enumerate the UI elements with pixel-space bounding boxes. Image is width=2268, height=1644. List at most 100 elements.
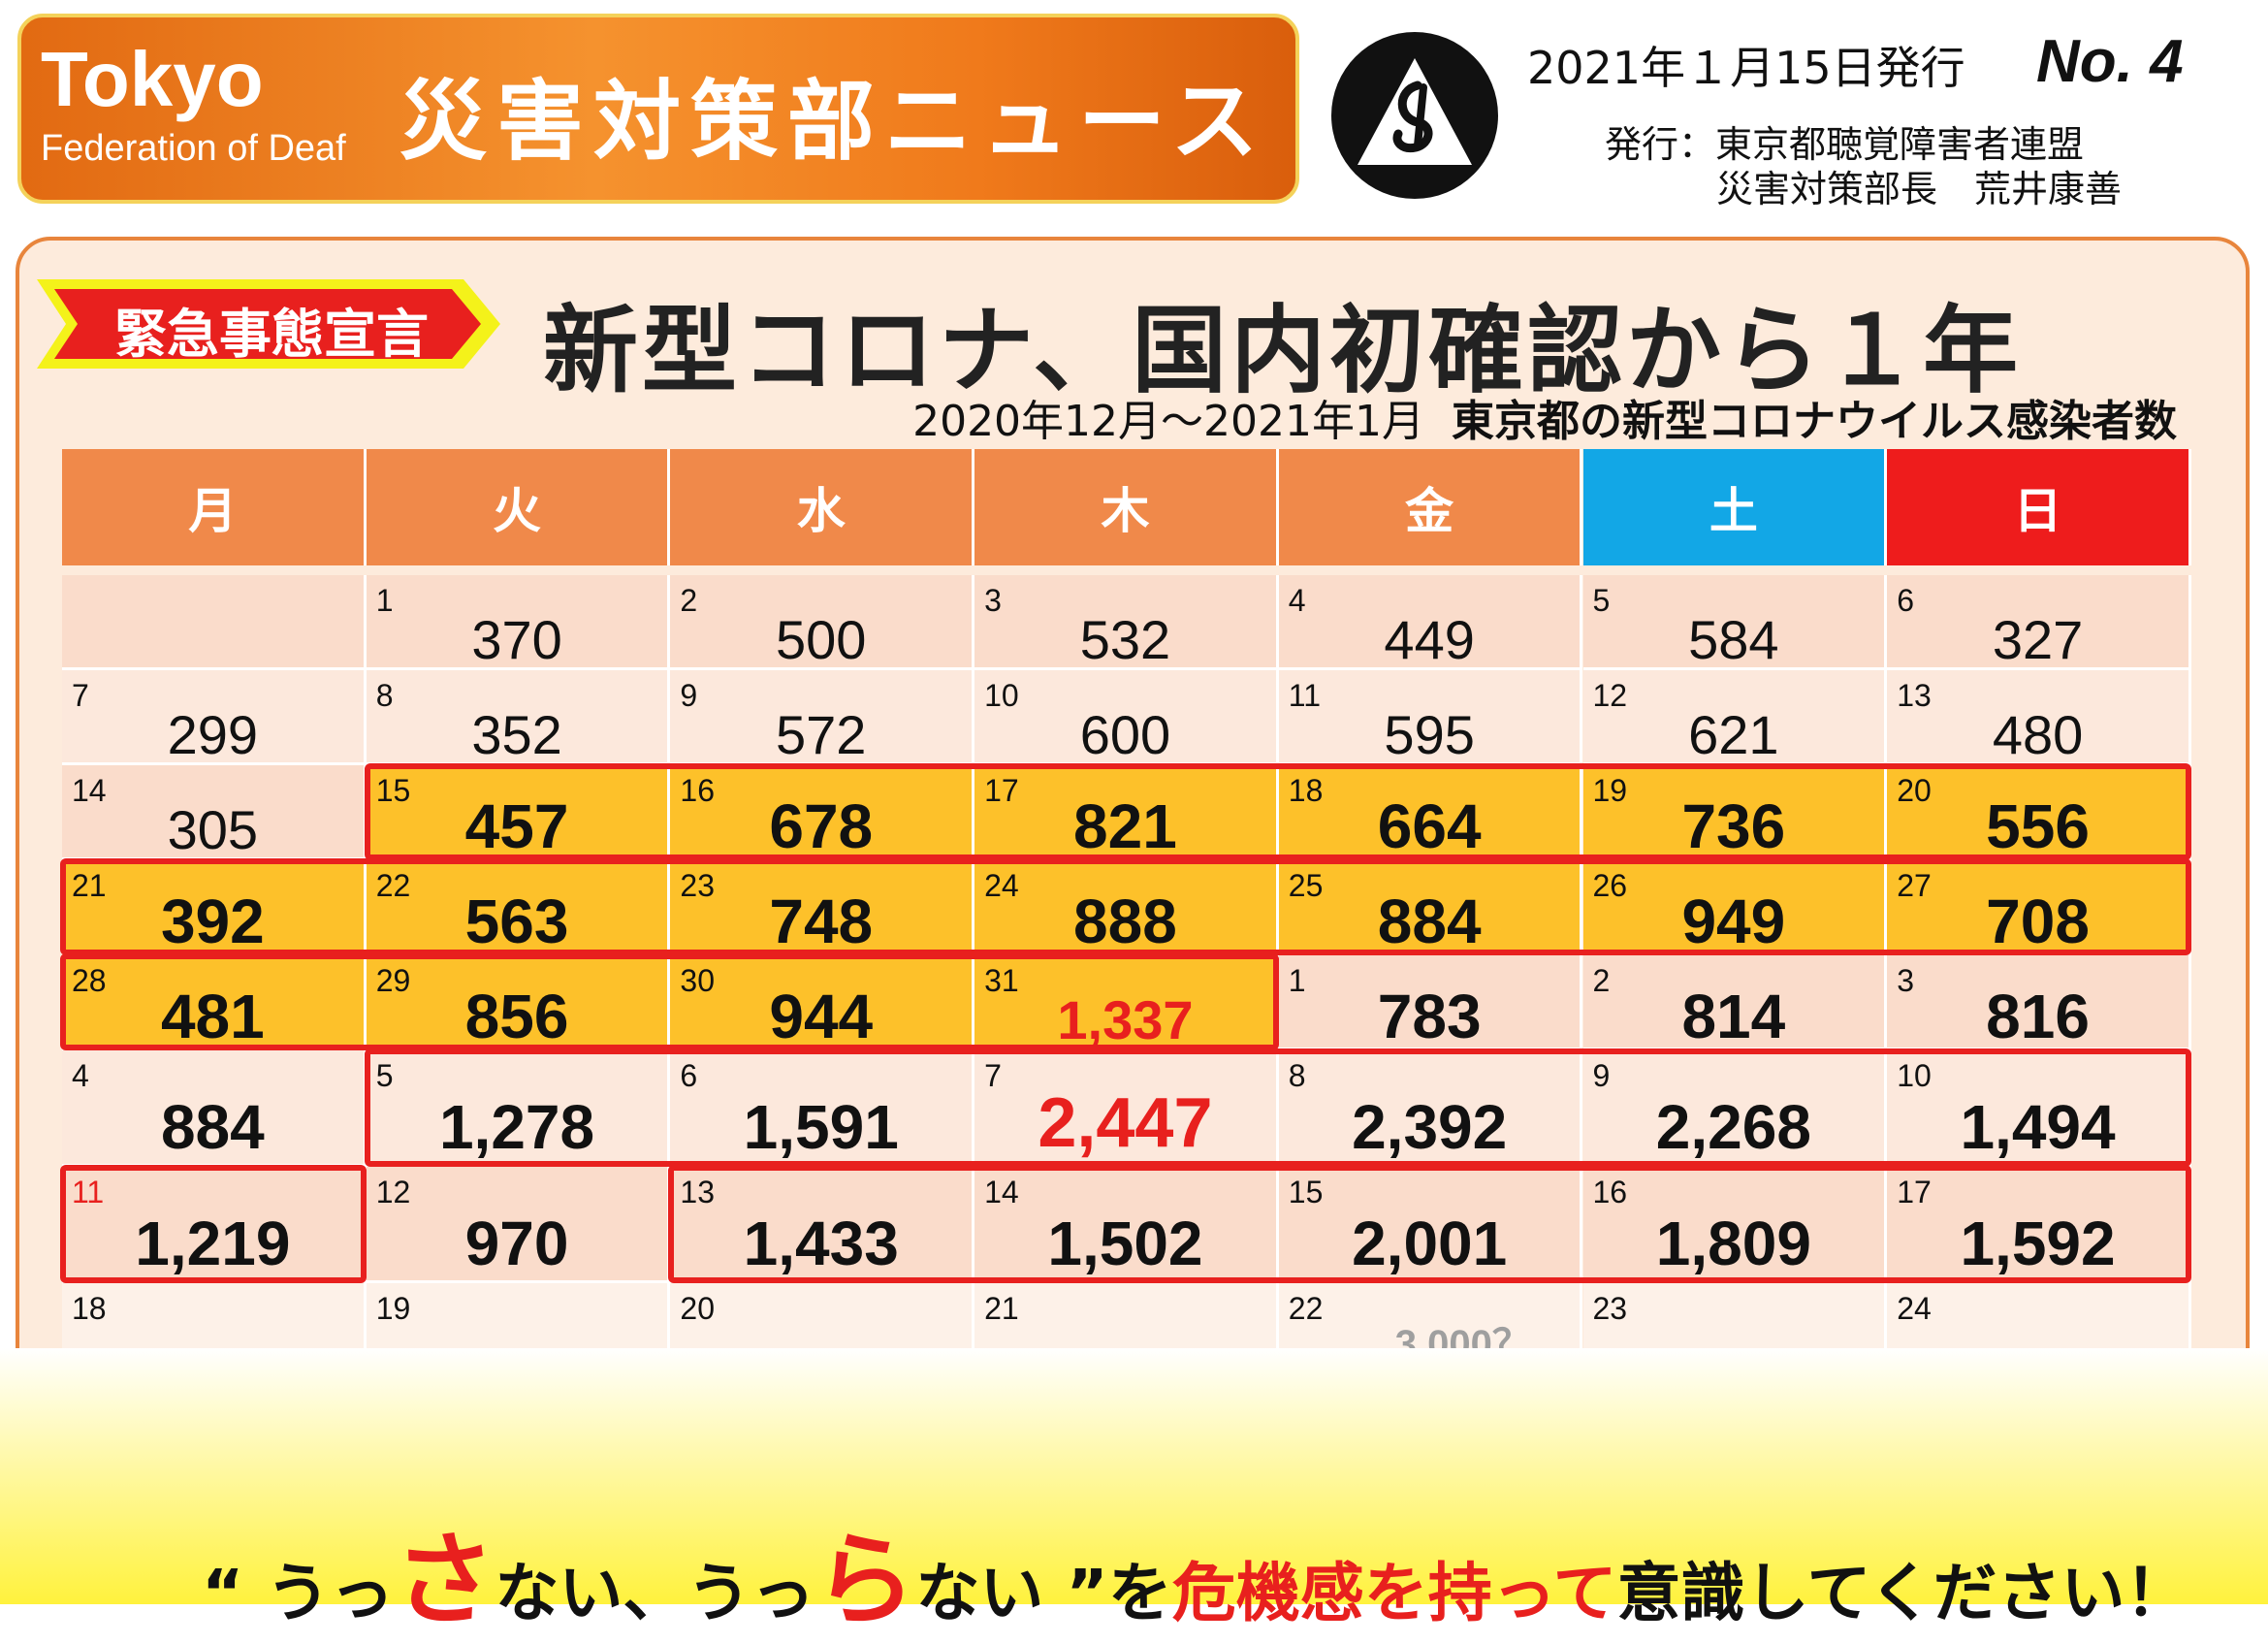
day-number: 25 [1288,868,1324,903]
day-number: 20 [680,1291,715,1326]
calendar-cell: 30 944 [670,955,975,1051]
calendar-cell: 13 1,433 [670,1167,975,1283]
slogan-part: 意識してください！ [1616,1556,2189,1630]
calendar-cell: 22 563 [366,860,671,956]
slogan-emphasis: さ [394,1521,495,1639]
day-number: 13 [1897,678,1932,713]
calendar-cell: 5 1,278 [366,1050,671,1167]
case-count: 572 [776,704,867,765]
day-number: 11 [1288,678,1322,713]
weekday-header: 木 [974,449,1279,565]
weekday-header: 火 [366,449,671,565]
day-number: 22 [375,868,411,903]
calendar-cell: 14 305 [62,765,367,860]
day-number: 15 [1288,1175,1324,1209]
calendar-cell: 10 600 [974,670,1279,765]
calendar-cell: 13 480 [1887,670,2191,765]
case-count: 1,278 [438,1092,595,1162]
calendar-cell: 4 884 [62,1050,367,1167]
day-number: 5 [375,1058,394,1093]
calendar-cell: 15 457 [366,765,671,861]
case-count: 532 [1079,609,1171,670]
day-number: 12 [1592,678,1628,713]
day-number: 24 [1897,1291,1932,1326]
case-count: 1,219 [135,1209,291,1278]
day-number: 27 [1897,868,1932,903]
case-count: 500 [776,609,867,670]
day-number: 1 [1288,963,1306,998]
calendar-cell: 1 370 [366,575,671,670]
calendar-cell: 26 949 [1582,860,1888,956]
day-number: 3 [1897,963,1914,998]
news-title: 災害対策部ニュース [399,71,1268,173]
day-number: 4 [1288,583,1306,618]
header-banner [17,14,1299,204]
slogan-part: ない、うっ [495,1556,815,1630]
case-count: 481 [160,982,265,1051]
day-number: 21 [984,1291,1019,1326]
issue-number: No. 4 [2036,28,2184,95]
calendar-cell: 10 1,494 [1887,1050,2191,1167]
case-count: 2,392 [1352,1092,1508,1162]
case-count: 970 [464,1209,569,1278]
day-number: 20 [1897,773,1932,808]
case-count: 621 [1688,704,1779,765]
day-number: 31 [984,963,1019,998]
calendar-cell: 6 327 [1887,575,2191,670]
day-number: 11 [72,1175,105,1209]
day-number: 8 [375,678,394,713]
case-count: 2,447 [1038,1084,1213,1162]
calendar-cell: 5 584 [1582,575,1888,670]
case-count: 600 [1079,704,1171,765]
day-number: 22 [1288,1291,1324,1326]
calendar-cell: 3 816 [1887,955,2191,1051]
publisher: 発行：東京都聴覚障害者連盟 [1605,123,2085,166]
calendar-cell: 31 1,337 [974,955,1279,1050]
day-number: 18 [72,1291,107,1326]
day-number: 7 [984,1058,1002,1093]
case-count: 944 [769,982,874,1051]
day-number: 16 [680,773,715,808]
calendar-cell: 14 1,502 [974,1167,1279,1283]
day-number: 29 [375,963,411,998]
case-count: 1,809 [1655,1209,1811,1278]
day-number: 6 [1897,583,1914,618]
org-name-en-sub: Federation of Deaf [41,128,346,169]
calendar-cell: 9 2,268 [1582,1050,1888,1167]
calendar-cell: 8 2,392 [1278,1050,1583,1167]
day-number: 7 [72,678,89,713]
case-count: 884 [160,1092,265,1162]
calendar-cell: 24 888 [974,860,1279,956]
calendar-cell: 25 884 [1278,860,1583,956]
calendar-cell: 6 1,591 [670,1050,975,1167]
case-count: 305 [167,799,259,860]
weekday-header: 月 [62,449,367,565]
slogan-quote-open: “ [202,1556,267,1630]
day-number: 14 [984,1175,1019,1209]
day-number: 9 [680,678,698,713]
day-number: 16 [1592,1175,1628,1209]
case-count: 856 [464,982,569,1051]
slogan-part: を [1107,1556,1172,1630]
calendar-cell: 8 352 [366,670,671,765]
slogan-band [0,1348,2268,1604]
calendar-cell: 17 1,592 [1887,1167,2191,1283]
calendar-cell: 11 1,219 [62,1167,367,1283]
slogan-part: うっ [266,1556,395,1630]
calendar-cell: 20 556 [1887,765,2191,861]
day-number: 2 [680,583,698,618]
calendar-cell: 12 970 [366,1167,671,1283]
calendar-cell: 2 814 [1582,955,1888,1051]
slogan-emphasis: ら [815,1521,916,1639]
calendar-cell: 16 1,809 [1582,1167,1888,1283]
case-count: 821 [1073,791,1177,861]
day-number: 19 [1592,773,1628,808]
calendar-cell: 7 2,447 [974,1050,1279,1167]
day-number: 15 [375,773,411,808]
calendar-cell: 2 500 [670,575,975,670]
headline: 新型コロナ、国内初確認から１年 [543,296,2023,406]
case-count: 814 [1681,982,1786,1051]
case-count: 678 [769,791,874,861]
case-count: 595 [1384,704,1475,765]
calendar-cell: 12 621 [1582,670,1888,765]
